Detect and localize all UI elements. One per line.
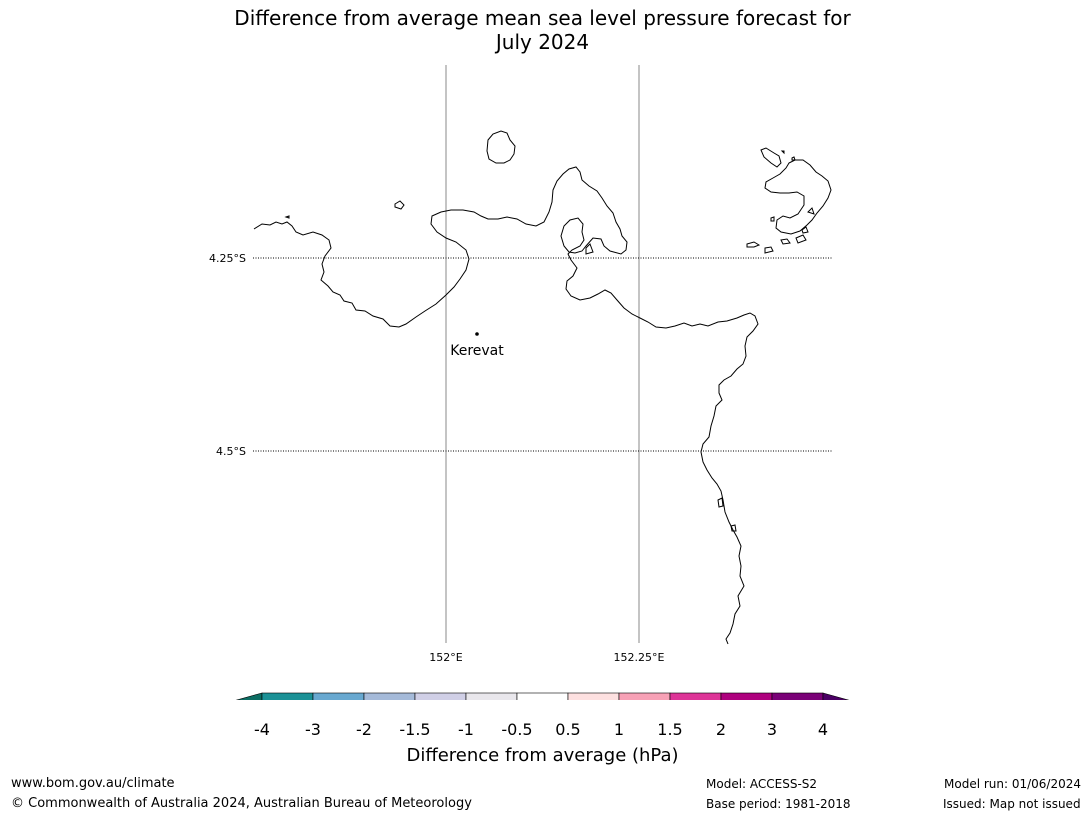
footer-model: Model: ACCESS-S2 [706, 777, 818, 791]
colorbar-tick-label: 1.5 [657, 720, 683, 739]
islet-south-1 [717, 497, 724, 508]
island-north [486, 130, 516, 164]
colorbar-bin [567, 692, 620, 700]
colorbar-bin [312, 692, 365, 700]
colorbar-tick-label: 1 [613, 720, 625, 739]
footer-model-run: Model run: 01/06/2024 [944, 777, 1082, 791]
islet-east-8 [780, 150, 785, 155]
coastline [253, 130, 832, 645]
kerevat-label: Kerevat [450, 343, 504, 359]
colorbar-tick-label: 3 [766, 720, 778, 739]
colorbar-tick-label: -3 [305, 720, 321, 739]
coastline-main [253, 166, 759, 645]
islet-east-9 [791, 156, 796, 161]
colorbar-tick-label: -1 [458, 720, 474, 739]
colorbar-tick-label: 2 [715, 720, 727, 739]
islet-east-1 [746, 241, 761, 248]
colorbar-bin [261, 692, 314, 700]
footer-base-period: Base period: 1981-2018 [706, 797, 851, 811]
islet-south-2 [730, 524, 737, 532]
colorbar-bin [414, 692, 467, 700]
colorbar-title: Difference from average (hPa) [406, 745, 679, 766]
colorbar-tick-label: -1.5 [399, 720, 431, 739]
lon-label-152e: 152°E [429, 651, 462, 664]
footer-issued: Issued: Map not issued [943, 797, 1081, 811]
colorbar-tick-label: 0.5 [555, 720, 581, 739]
islet-west-2 [284, 215, 290, 219]
lat-label-4-5s: 4.5°S [216, 445, 246, 458]
island-northeast [764, 159, 832, 235]
islet-east-7 [770, 216, 775, 222]
colorbar-bin [516, 692, 569, 700]
colorbar-tick-label: -2 [356, 720, 372, 739]
islet-east-2 [764, 246, 774, 254]
kerevat-marker-icon [475, 332, 479, 336]
map-title: Difference from average mean sea level p… [0, 6, 1085, 54]
colorbar-tick-label: -0.5 [501, 720, 533, 739]
colorbar-tick-label: 4 [817, 720, 829, 739]
colorbar-bin [465, 692, 518, 700]
title-line-2: July 2024 [495, 30, 590, 54]
map-canvas: Kerevat 4.25°S 4.5°S 152°E 152.25°E [209, 65, 850, 700]
islet-east-3 [780, 238, 791, 245]
lon-label-152-25e: 152.25°E [614, 651, 665, 664]
islet-east-4 [795, 234, 807, 244]
colorbar-bin [771, 692, 824, 700]
islet-east-6 [807, 207, 815, 215]
colorbar-bin [618, 692, 671, 700]
islet-east-5 [801, 226, 809, 234]
footer-url: www.bom.gov.au/climate [11, 776, 175, 791]
colorbar [235, 692, 850, 700]
footer-copyright: © Commonwealth of Australia 2024, Austra… [11, 796, 472, 811]
lat-label-4-25s: 4.25°S [209, 252, 246, 265]
colorbar-bin [669, 692, 722, 700]
colorbar-bin [720, 692, 773, 700]
islet-west-1 [394, 200, 405, 210]
colorbar-tick-label: -4 [254, 720, 270, 739]
colorbar-extend-high [822, 692, 850, 700]
island-east [760, 147, 782, 168]
colorbar-bin [363, 692, 416, 700]
title-line-1: Difference from average mean sea level p… [234, 6, 851, 30]
islet-inlet [585, 243, 594, 255]
colorbar-extend-low [235, 692, 263, 700]
